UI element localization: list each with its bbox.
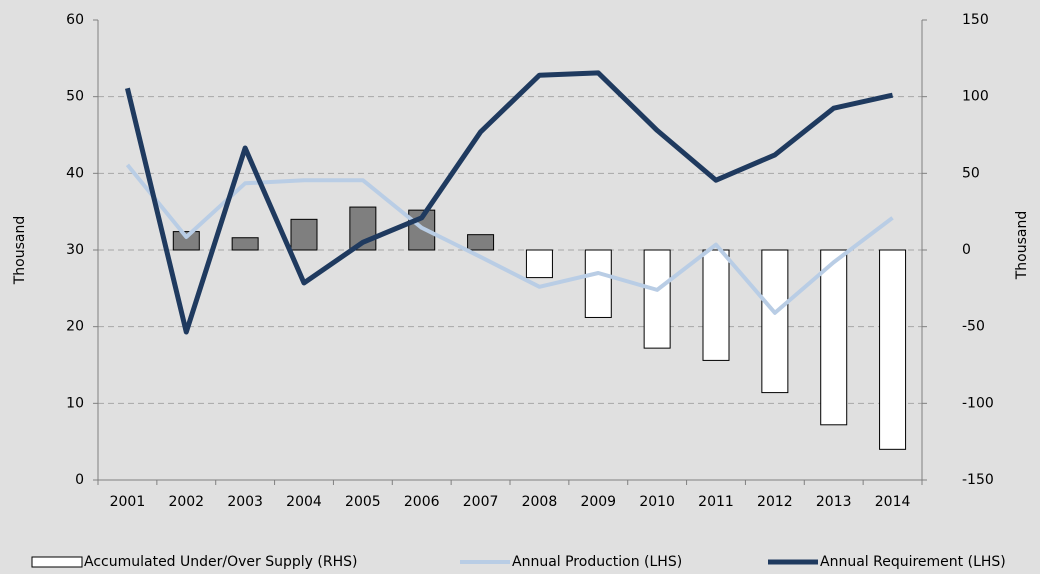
x-tick-label: 2011: [698, 494, 734, 510]
x-tick-label: 2008: [522, 494, 558, 510]
y-axis-label: Thousand: [12, 216, 28, 286]
bar: [761, 249, 789, 394]
bar: [525, 249, 553, 279]
bar: [879, 249, 907, 450]
y2-tick-label: -100: [962, 395, 994, 411]
bar: [820, 249, 848, 426]
legend-swatch: [31, 556, 83, 568]
bar: [290, 218, 318, 251]
y-tick-label: 10: [66, 395, 84, 411]
x-tick-label: 2013: [816, 494, 852, 510]
x-tick-label: 2010: [639, 494, 675, 510]
x-tick-label: 2006: [404, 494, 440, 510]
y-tick-label: 50: [66, 89, 84, 105]
bar: [172, 231, 200, 251]
bar: [584, 249, 612, 318]
x-tick-label: 2004: [286, 494, 322, 510]
y2-tick-label: -50: [962, 319, 985, 335]
y-tick-label: 30: [66, 242, 84, 258]
y2-tick-label: -150: [962, 472, 994, 488]
y-tick-label: 40: [66, 165, 84, 181]
legend-label: Accumulated Under/Over Supply (RHS): [84, 554, 357, 570]
legend-label: Annual Requirement (LHS): [820, 554, 1006, 570]
line: [124, 70, 894, 335]
x-tick-label: 2012: [757, 494, 793, 510]
bar: [349, 206, 377, 251]
y2-tick-label: 100: [962, 89, 989, 105]
x-tick-label: 2007: [463, 494, 499, 510]
bar: [643, 249, 671, 349]
x-tick-label: 2003: [227, 494, 263, 510]
x-tick-label: 2001: [110, 494, 146, 510]
x-tick-label: 2009: [580, 494, 616, 510]
legend-label: Annual Production (LHS): [512, 554, 682, 570]
bar: [231, 237, 259, 251]
y2-tick-label: 50: [962, 165, 980, 181]
line: [125, 163, 894, 315]
y2-tick-label: 0: [962, 242, 971, 258]
x-tick-label: 2014: [875, 494, 911, 510]
bar: [702, 249, 730, 361]
y2-tick-label: 150: [962, 12, 989, 28]
y-tick-label: 0: [75, 472, 84, 488]
bar: [467, 234, 495, 251]
x-tick-label: 2005: [345, 494, 381, 510]
y2-axis-label: Thousand: [1014, 211, 1030, 281]
y-tick-label: 20: [66, 319, 84, 335]
x-tick-label: 2002: [168, 494, 204, 510]
y-tick-label: 60: [66, 12, 84, 28]
